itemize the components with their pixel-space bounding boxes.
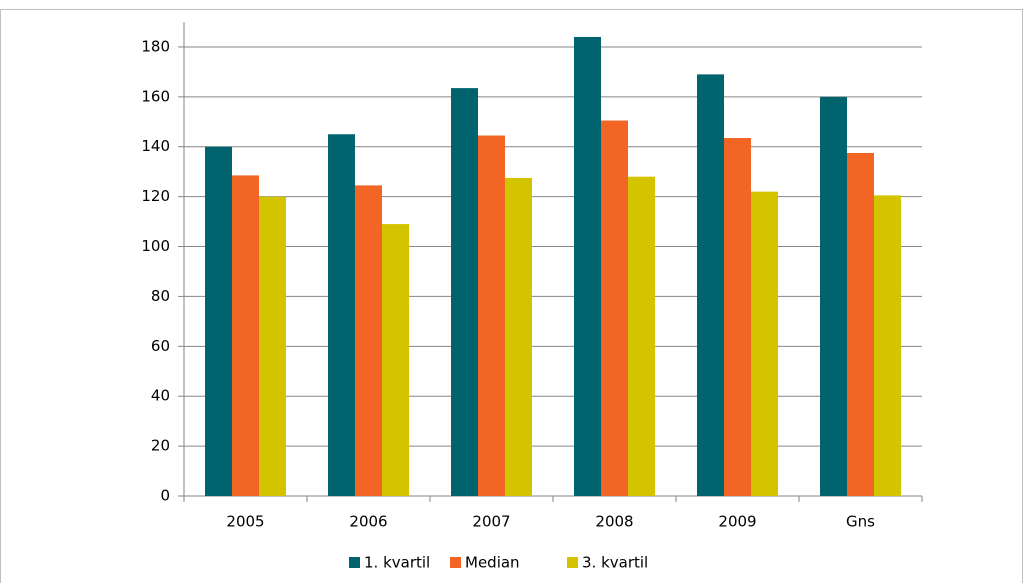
bar bbox=[259, 196, 286, 496]
bar bbox=[874, 195, 901, 496]
y-tick-label: 60 bbox=[151, 337, 170, 355]
legend-swatch bbox=[567, 557, 578, 568]
bar bbox=[574, 36, 601, 497]
bar bbox=[847, 152, 874, 496]
y-tick-label: 140 bbox=[141, 137, 170, 155]
bar bbox=[205, 146, 232, 496]
bar bbox=[724, 138, 751, 497]
legend-label: Median bbox=[465, 554, 520, 572]
y-tick-label: 80 bbox=[151, 287, 170, 305]
bar bbox=[505, 177, 532, 496]
bar bbox=[601, 120, 628, 496]
x-tick-label: 2009 bbox=[718, 513, 756, 531]
legend-swatch bbox=[450, 557, 461, 568]
y-tick-label: 0 bbox=[160, 487, 170, 505]
bar bbox=[328, 134, 355, 496]
bar bbox=[232, 175, 259, 496]
y-tick-label: 160 bbox=[141, 87, 170, 105]
y-tick-label: 120 bbox=[141, 187, 170, 205]
bar bbox=[382, 224, 409, 497]
x-tick-label: 2005 bbox=[226, 513, 264, 531]
x-tick-label: Gns bbox=[846, 513, 875, 531]
bar bbox=[478, 135, 505, 496]
legend-label: 1. kvartil bbox=[364, 554, 430, 572]
bar bbox=[451, 88, 478, 496]
x-tick-label: 2006 bbox=[349, 513, 387, 531]
y-tick-label: 100 bbox=[141, 237, 170, 255]
y-tick-label: 180 bbox=[141, 37, 170, 55]
chart-frame bbox=[0, 9, 1023, 587]
x-tick-label: 2008 bbox=[595, 513, 633, 531]
x-tick-label: 2007 bbox=[472, 513, 510, 531]
legend-swatch bbox=[349, 557, 360, 568]
legend-label: 3. kvartil bbox=[582, 554, 648, 572]
bar bbox=[751, 191, 778, 497]
bar bbox=[355, 185, 382, 496]
bar bbox=[820, 96, 847, 496]
y-tick-label: 40 bbox=[151, 387, 170, 405]
bar bbox=[697, 74, 724, 497]
bar bbox=[628, 176, 655, 496]
y-tick-label: 20 bbox=[151, 437, 170, 455]
